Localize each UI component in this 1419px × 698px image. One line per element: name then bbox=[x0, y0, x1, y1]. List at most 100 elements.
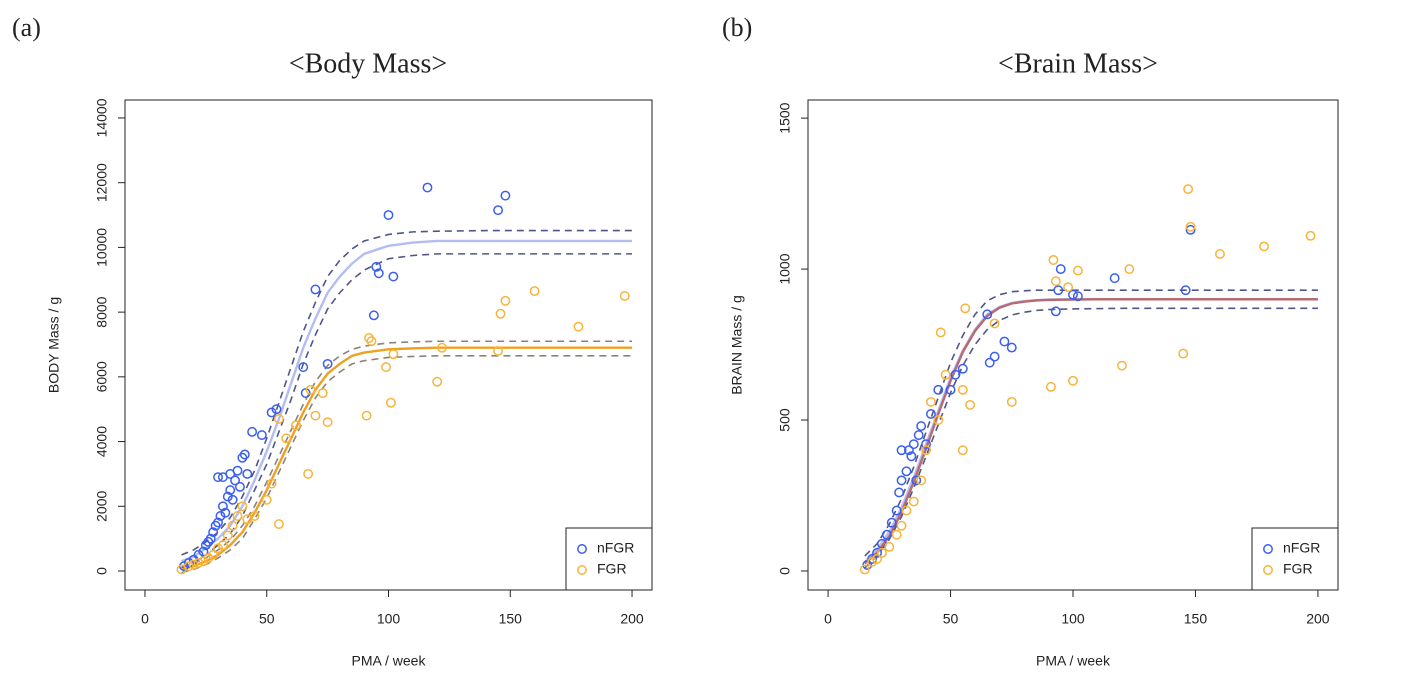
data-point bbox=[982, 309, 993, 320]
fit-curve bbox=[864, 289, 1318, 557]
data-point bbox=[916, 475, 927, 486]
data-point bbox=[1124, 264, 1135, 275]
data-point bbox=[933, 384, 944, 395]
fit-curve bbox=[181, 346, 633, 571]
data-point bbox=[884, 541, 895, 552]
data-point bbox=[310, 284, 321, 295]
data-point bbox=[227, 520, 238, 531]
data-point bbox=[872, 553, 883, 564]
data-point bbox=[322, 358, 333, 369]
data-point bbox=[249, 511, 260, 521]
chart-title: <Brain Mass> bbox=[998, 48, 1158, 79]
x-tick-label: 200 bbox=[1306, 611, 1330, 627]
data-point bbox=[1063, 282, 1074, 293]
data-point bbox=[371, 261, 382, 272]
x-tick-label: 50 bbox=[259, 611, 275, 627]
data-point bbox=[242, 468, 253, 479]
data-point bbox=[271, 404, 282, 415]
x-tick-label: 100 bbox=[377, 611, 401, 627]
plot-frame bbox=[807, 99, 1339, 591]
legend-box bbox=[565, 527, 653, 591]
data-point bbox=[230, 475, 241, 486]
data-point bbox=[1068, 375, 1078, 386]
data-point bbox=[901, 466, 912, 477]
data-point bbox=[1053, 285, 1064, 296]
legend-marker bbox=[1263, 565, 1273, 575]
data-point bbox=[1180, 285, 1191, 296]
data-point bbox=[298, 362, 309, 373]
data-point bbox=[908, 439, 919, 450]
data-point bbox=[957, 384, 968, 395]
y-tick-label: 8000 bbox=[94, 296, 110, 327]
data-point bbox=[1050, 276, 1061, 287]
data-point bbox=[247, 426, 258, 437]
data-point bbox=[913, 430, 924, 441]
data-point bbox=[361, 410, 372, 421]
fit-curve bbox=[181, 355, 633, 574]
data-point bbox=[495, 308, 506, 319]
data-point bbox=[1055, 264, 1066, 275]
data-point bbox=[896, 520, 907, 531]
data-point bbox=[193, 557, 204, 568]
data-point bbox=[1046, 381, 1056, 392]
data-point bbox=[437, 342, 448, 353]
data-point bbox=[940, 369, 951, 380]
x-axis-label: PMA / week bbox=[352, 653, 427, 669]
data-point bbox=[957, 363, 968, 374]
legend-box bbox=[1251, 527, 1339, 591]
fit-curve bbox=[181, 253, 633, 569]
legend-label: nFGR bbox=[597, 540, 634, 556]
x-tick-label: 50 bbox=[943, 611, 959, 627]
data-point bbox=[877, 547, 887, 558]
data-point bbox=[911, 475, 922, 486]
data-point bbox=[984, 357, 995, 368]
data-point bbox=[1117, 360, 1127, 371]
data-point bbox=[217, 501, 228, 512]
legend-label: FGR bbox=[1283, 561, 1313, 577]
data-point bbox=[310, 410, 321, 421]
data-point bbox=[867, 556, 878, 567]
data-point bbox=[198, 556, 209, 567]
data-point bbox=[373, 268, 384, 279]
data-point bbox=[368, 310, 379, 321]
data-point bbox=[881, 529, 892, 540]
fit-curve bbox=[181, 229, 633, 556]
y-tick-label: 6000 bbox=[94, 361, 110, 392]
data-point bbox=[205, 533, 216, 544]
data-point bbox=[225, 485, 236, 496]
fit-curve bbox=[864, 298, 1318, 565]
data-point bbox=[217, 540, 228, 551]
data-point bbox=[1185, 221, 1196, 232]
data-point bbox=[213, 472, 223, 483]
data-point bbox=[300, 388, 311, 398]
fit-curve bbox=[181, 239, 633, 563]
data-point bbox=[1215, 249, 1225, 259]
x-tick-label: 150 bbox=[1184, 611, 1208, 627]
fit-curve bbox=[864, 307, 1318, 569]
x-tick-label: 0 bbox=[824, 611, 832, 627]
data-point bbox=[213, 517, 223, 528]
data-point bbox=[232, 511, 243, 521]
data-point bbox=[232, 465, 243, 476]
y-tick-label: 0 bbox=[777, 567, 793, 575]
plot-frame bbox=[124, 99, 653, 591]
data-point bbox=[903, 445, 914, 456]
legend-label: FGR bbox=[597, 561, 627, 577]
data-point bbox=[1006, 396, 1017, 407]
data-point bbox=[1183, 184, 1194, 195]
legend-label: nFGR bbox=[1283, 540, 1320, 556]
data-point bbox=[261, 494, 272, 505]
y-tick-label: 14000 bbox=[94, 98, 110, 137]
data-point bbox=[305, 384, 316, 395]
y-tick-label: 1000 bbox=[777, 253, 793, 284]
data-point bbox=[266, 407, 277, 418]
x-tick-label: 200 bbox=[620, 611, 644, 627]
data-point bbox=[208, 527, 219, 538]
data-point bbox=[933, 415, 944, 425]
data-point bbox=[256, 430, 267, 441]
data-point bbox=[891, 505, 902, 516]
data-point bbox=[1050, 306, 1061, 317]
data-point bbox=[925, 396, 936, 407]
data-point bbox=[529, 286, 540, 297]
data-point bbox=[1048, 255, 1059, 265]
